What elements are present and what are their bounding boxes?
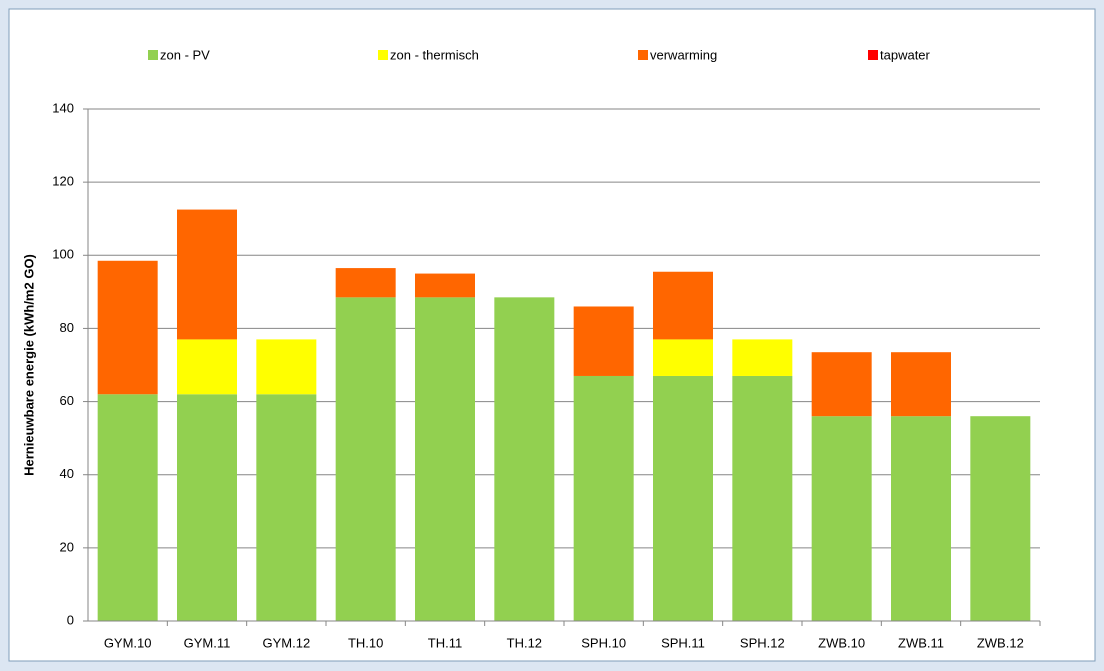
- x-tick-label: GYM.12: [262, 635, 310, 650]
- x-tick-label: ZWB.11: [898, 635, 944, 650]
- bar-segment: [97, 394, 158, 621]
- y-tick-label: 120: [52, 174, 74, 189]
- x-tick-label: TH.12: [507, 635, 542, 650]
- bar-segment: [891, 352, 951, 417]
- x-tick-label: GYM.11: [184, 635, 231, 650]
- bar-segment: [256, 339, 317, 395]
- bar-segment: [97, 260, 158, 395]
- bar-segment: [811, 352, 872, 417]
- x-tick-label: SPH.12: [740, 635, 785, 650]
- y-tick-label: 40: [60, 466, 74, 481]
- bar-segment: [335, 268, 396, 298]
- legend-swatch: [638, 50, 648, 60]
- legend-swatch: [868, 50, 878, 60]
- y-tick-label: 100: [52, 247, 74, 262]
- bar-segment: [653, 375, 713, 621]
- bar-segment: [653, 339, 713, 376]
- bar-segment: [415, 297, 475, 621]
- y-tick-label: 140: [52, 100, 74, 115]
- y-tick-label: 80: [60, 320, 74, 335]
- bar-segment: [732, 375, 793, 621]
- legend-label: zon - PV: [160, 47, 210, 62]
- bar-segment: [891, 416, 951, 621]
- bar-segment: [177, 339, 237, 395]
- x-tick-label: TH.11: [428, 635, 462, 650]
- legend-label: tapwater: [880, 47, 931, 62]
- bar-segment: [573, 306, 634, 376]
- bar-segment: [494, 297, 555, 621]
- x-tick-label: GYM.10: [104, 635, 152, 650]
- x-tick-label: ZWB.10: [818, 635, 865, 650]
- x-tick-label: TH.10: [348, 635, 383, 650]
- legend-swatch: [148, 50, 158, 60]
- bar-segment: [177, 209, 237, 340]
- bar-segment: [415, 273, 475, 298]
- bar-segment: [732, 339, 793, 376]
- bar-segment: [653, 271, 713, 340]
- legend-swatch: [378, 50, 388, 60]
- x-tick-label: SPH.10: [581, 635, 626, 650]
- y-tick-label: 20: [60, 539, 74, 554]
- bar-segment: [811, 416, 872, 621]
- x-tick-label: ZWB.12: [977, 635, 1024, 650]
- bar-segment: [970, 416, 1031, 621]
- y-axis-label: Hernieuwbare energie (kWh/m2 GO): [21, 254, 36, 476]
- bar-segment: [256, 394, 317, 621]
- x-tick-label: SPH.11: [661, 635, 705, 650]
- y-tick-label: 60: [60, 393, 74, 408]
- bar-segment: [177, 394, 237, 621]
- y-tick-label: 0: [67, 612, 74, 627]
- bar-segment: [335, 297, 396, 621]
- legend-label: verwarming: [650, 47, 717, 62]
- legend-label: zon - thermisch: [390, 47, 479, 62]
- bar-segment: [573, 375, 634, 621]
